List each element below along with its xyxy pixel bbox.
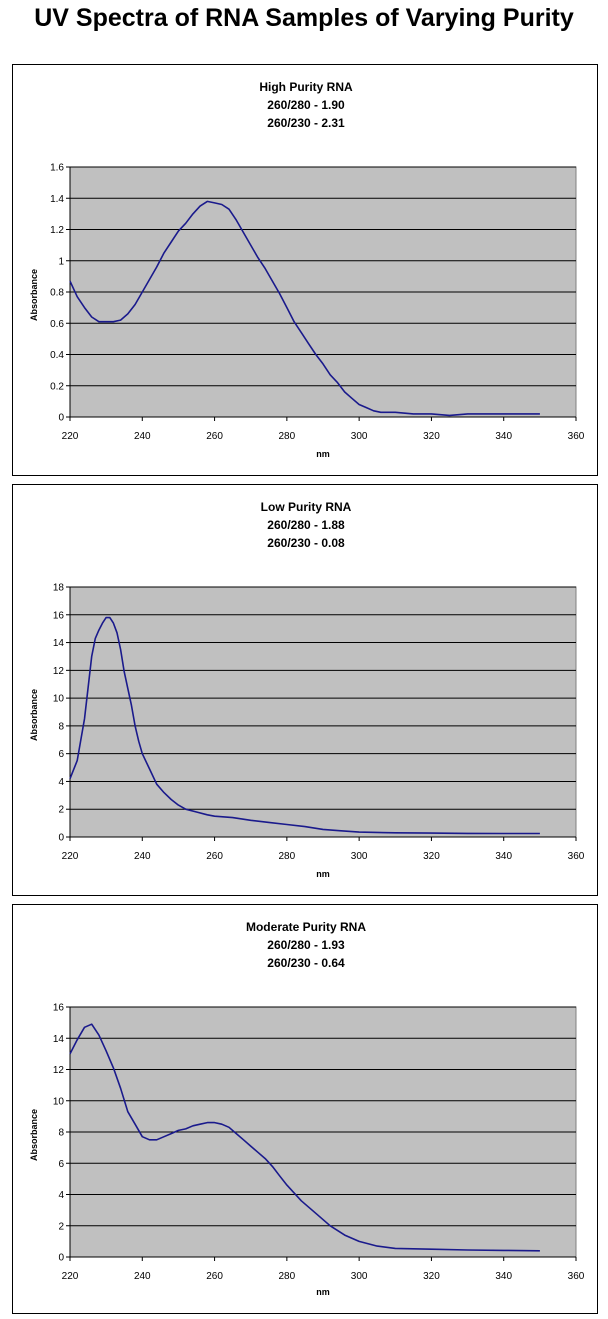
x-axis-label: nm — [316, 869, 330, 879]
y-tick-label: 0.4 — [50, 350, 64, 361]
x-tick-label: 260 — [206, 851, 223, 862]
y-axis-label: Absorbance — [29, 1109, 39, 1161]
x-tick-label: 360 — [568, 431, 585, 442]
x-tick-label: 220 — [62, 1271, 79, 1282]
y-tick-label: 14 — [53, 1034, 65, 1045]
y-tick-label: 8 — [58, 1128, 64, 1139]
y-tick-label: 2 — [58, 1221, 64, 1232]
chart-panel-low-purity: Low Purity RNA 260/280 - 1.88 260/230 - … — [12, 484, 598, 896]
chart-subtitle-ratio-230: 260/230 - 0.64 — [267, 956, 345, 970]
y-tick-label: 0.2 — [50, 381, 64, 392]
chart-title: Moderate Purity RNA — [246, 920, 366, 934]
x-tick-label: 320 — [423, 431, 440, 442]
x-tick-label: 300 — [351, 851, 368, 862]
y-tick-label: 18 — [53, 583, 65, 594]
y-tick-label: 1.2 — [50, 225, 64, 236]
y-tick-label: 10 — [53, 1096, 65, 1107]
y-tick-label: 10 — [53, 694, 65, 705]
x-tick-label: 240 — [134, 851, 151, 862]
page-title: UV Spectra of RNA Samples of Varying Pur… — [34, 4, 574, 32]
x-tick-label: 220 — [62, 431, 79, 442]
x-tick-label: 240 — [134, 1271, 151, 1282]
y-tick-label: 1.6 — [50, 163, 64, 174]
chart-subtitle-ratio-230: 260/230 - 0.08 — [267, 536, 345, 550]
y-tick-label: 12 — [53, 666, 65, 677]
chart-subtitle-ratio-230: 260/230 - 2.31 — [267, 116, 345, 130]
y-tick-label: 2 — [58, 805, 64, 816]
y-tick-label: 4 — [58, 777, 64, 788]
y-tick-label: 0 — [58, 1253, 64, 1264]
y-tick-label: 0.8 — [50, 288, 64, 299]
y-tick-label: 1.4 — [50, 194, 64, 205]
chart-subtitle-ratio-280: 260/280 - 1.90 — [267, 98, 345, 112]
x-tick-label: 320 — [423, 851, 440, 862]
x-tick-label: 280 — [279, 851, 296, 862]
chart-title: Low Purity RNA — [261, 500, 352, 514]
y-tick-label: 0.6 — [50, 319, 64, 330]
x-tick-label: 220 — [62, 851, 79, 862]
x-tick-label: 340 — [495, 431, 512, 442]
y-tick-label: 4 — [58, 1190, 64, 1201]
y-axis-label: Absorbance — [29, 269, 39, 321]
x-tick-label: 280 — [279, 431, 296, 442]
y-tick-label: 16 — [53, 1003, 65, 1014]
x-tick-label: 260 — [206, 1271, 223, 1282]
y-tick-label: 6 — [58, 1159, 64, 1170]
x-tick-label: 240 — [134, 431, 151, 442]
plot-area — [69, 586, 577, 838]
chart-subtitle-ratio-280: 260/280 - 1.93 — [267, 938, 345, 952]
x-tick-label: 340 — [495, 851, 512, 862]
y-axis-label: Absorbance — [29, 689, 39, 741]
y-tick-label: 12 — [53, 1065, 65, 1076]
x-tick-label: 360 — [568, 1271, 585, 1282]
y-tick-label: 6 — [58, 749, 64, 760]
y-tick-label: 16 — [53, 610, 65, 621]
x-axis-label: nm — [316, 449, 330, 459]
y-tick-label: 14 — [53, 638, 65, 649]
x-tick-label: 300 — [351, 431, 368, 442]
series-line-absorbance — [69, 616, 540, 835]
chart-low-purity: Low Purity RNA 260/280 - 1.88 260/230 - … — [29, 500, 585, 879]
chart-high-purity: High Purity RNA 260/280 - 1.90 260/230 -… — [29, 80, 585, 459]
chart-title: High Purity RNA — [259, 80, 353, 94]
chart-subtitle-ratio-280: 260/280 - 1.88 — [267, 518, 345, 532]
chart-moderate-purity: Moderate Purity RNA 260/280 - 1.93 260/2… — [29, 920, 585, 1297]
x-tick-label: 320 — [423, 1271, 440, 1282]
x-tick-label: 360 — [568, 851, 585, 862]
x-tick-label: 340 — [495, 1271, 512, 1282]
y-tick-label: 0 — [58, 833, 64, 844]
x-tick-label: 260 — [206, 431, 223, 442]
x-axis-label: nm — [316, 1287, 330, 1297]
chart-panel-moderate-purity: Moderate Purity RNA 260/280 - 1.93 260/2… — [12, 904, 598, 1314]
y-tick-label: 8 — [58, 721, 64, 732]
y-tick-label: 0 — [58, 413, 64, 424]
series-line-absorbance — [69, 200, 540, 417]
series-line-absorbance — [69, 1023, 540, 1252]
y-tick-label: 1 — [58, 256, 64, 267]
x-tick-label: 300 — [351, 1271, 368, 1282]
x-tick-label: 280 — [279, 1271, 296, 1282]
chart-panel-high-purity: High Purity RNA 260/280 - 1.90 260/230 -… — [12, 64, 598, 476]
